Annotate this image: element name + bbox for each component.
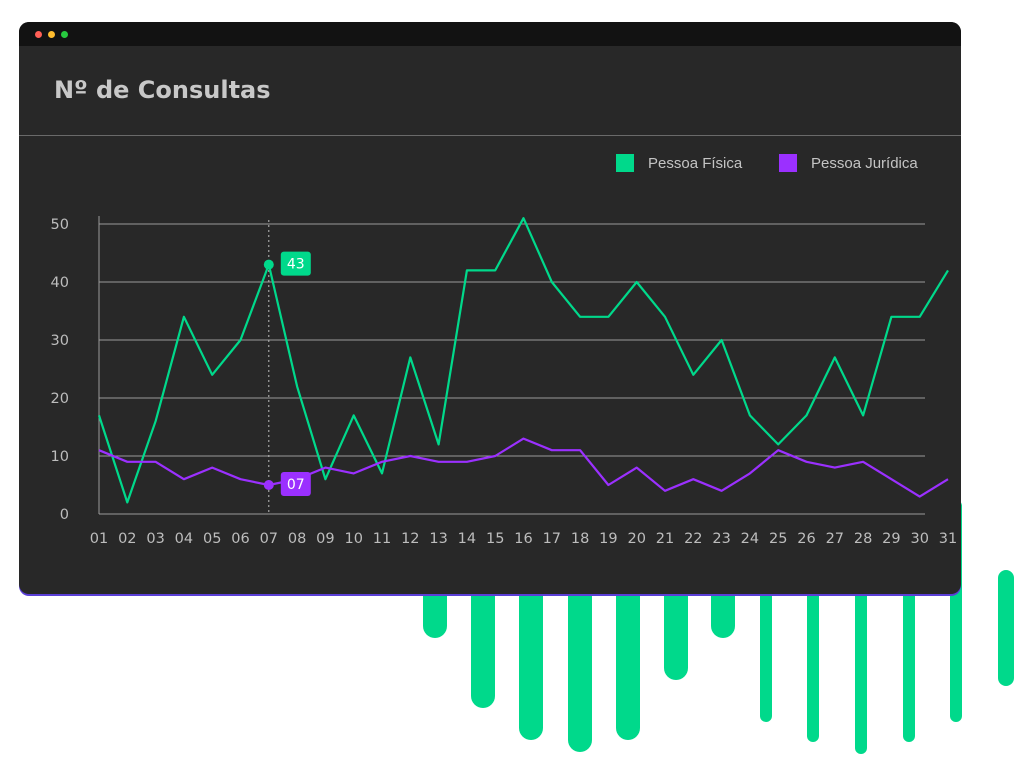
x-tick-label: 15: [486, 531, 504, 547]
decor-bar: [998, 570, 1014, 686]
x-tick-label: 25: [769, 531, 787, 547]
decor-bar: [471, 560, 495, 708]
decor-bar: [807, 560, 819, 742]
decor-bar: [616, 560, 640, 740]
decor-bar: [855, 560, 867, 754]
chart-window: Nº de Consultas Pessoa Física Pessoa Jur…: [19, 22, 961, 594]
x-tick-label: 30: [910, 531, 928, 547]
y-tick-label: 20: [51, 391, 69, 407]
decor-bar: [903, 560, 915, 742]
x-tick-label: 28: [854, 531, 872, 547]
decor-bar: [568, 560, 592, 752]
x-tick-label: 31: [939, 531, 957, 547]
decor-bar: [760, 560, 772, 722]
x-tick-label: 21: [656, 531, 674, 547]
tooltip-value: 07: [287, 477, 305, 493]
x-tick-label: 01: [90, 531, 108, 547]
x-tick-label: 27: [826, 531, 844, 547]
x-tick-label: 12: [401, 531, 419, 547]
maximize-dot[interactable]: [61, 31, 68, 38]
x-tick-label: 17: [543, 531, 561, 547]
x-tick-label: 06: [231, 531, 249, 547]
series-line-pessoa-juridica: [98, 437, 949, 498]
x-tick-label: 23: [712, 531, 730, 547]
data-point-marker: [263, 480, 274, 490]
legend-swatch-icon: [616, 154, 634, 172]
x-tick-label: 10: [344, 531, 362, 547]
x-tick-label: 13: [429, 531, 447, 547]
y-tick-label: 30: [51, 333, 69, 349]
line-chart[interactable]: 0 10 20 30 40 50 01 02 03 04 05 06 07 08 09 10 11 12 13 14 1…: [19, 22, 961, 594]
legend-label: Pessoa Jurídica: [811, 154, 918, 172]
close-dot[interactable]: [35, 31, 42, 38]
x-tick-label: 02: [118, 531, 136, 547]
tooltip-badge: [280, 472, 311, 496]
legend-label: Pessoa Física: [648, 154, 743, 172]
window-titlebar: [19, 22, 961, 46]
x-tick-label: 14: [458, 531, 476, 547]
x-tick-label: 08: [288, 531, 306, 547]
x-tick-label: 29: [882, 531, 900, 547]
x-tick-label: 19: [599, 531, 617, 547]
x-tick-label: 07: [260, 531, 278, 547]
minimize-dot[interactable]: [48, 31, 55, 38]
x-tick-label: 05: [203, 531, 221, 547]
series-line-pessoa-fisica: [97, 217, 949, 504]
chart-header: [19, 46, 961, 136]
legend-item-pessoa-juridica[interactable]: Pessoa Jurídica: [779, 154, 918, 172]
x-tick-label: 04: [175, 531, 193, 547]
page-title: Nº de Consultas: [54, 76, 271, 104]
x-tick-label: 26: [797, 531, 815, 547]
tooltip-value: 43: [287, 257, 305, 273]
data-point-marker: [263, 259, 274, 270]
y-tick-label: 10: [51, 449, 69, 465]
y-tick-label: 0: [60, 507, 69, 523]
y-tick-label: 40: [51, 275, 69, 291]
legend-item-pessoa-fisica[interactable]: Pessoa Física: [616, 154, 742, 172]
y-tick-label: 50: [51, 217, 69, 233]
x-tick-label: 09: [316, 531, 334, 547]
tooltip-badge: [280, 251, 311, 276]
x-tick-label: 22: [684, 531, 702, 547]
x-tick-label: 03: [146, 531, 164, 547]
x-tick-label: 16: [514, 531, 532, 547]
x-tick-label: 11: [373, 531, 391, 547]
x-tick-label: 20: [627, 531, 645, 547]
legend-swatch-icon: [779, 154, 797, 172]
decor-bar: [519, 560, 543, 740]
x-tick-label: 24: [741, 531, 759, 547]
x-tick-label: 18: [571, 531, 589, 547]
